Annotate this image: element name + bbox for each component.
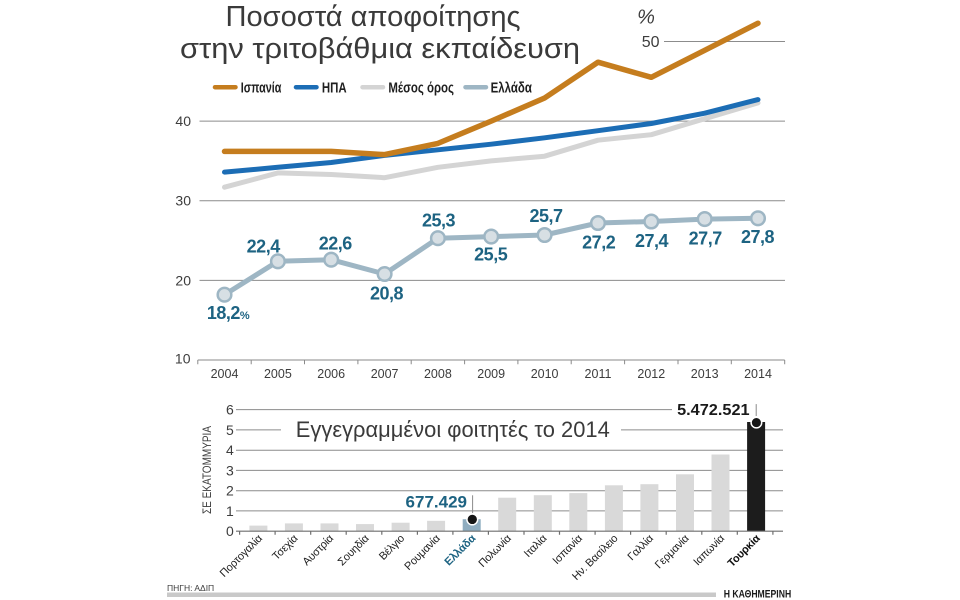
svg-text:6: 6 (226, 402, 234, 418)
svg-text:10: 10 (175, 351, 191, 367)
svg-text:Η ΚΑΘΗΜΕΡΙΝΗ: Η ΚΑΘΗΜΕΡΙΝΗ (724, 589, 792, 600)
svg-text:2011: 2011 (585, 367, 612, 381)
svg-text:40: 40 (175, 113, 191, 129)
svg-text:22,4: 22,4 (247, 236, 281, 256)
svg-text:ΗΠΑ: ΗΠΑ (322, 80, 347, 97)
svg-text:ΣΕ ΕΚΑΤΟΜΜΥΡΙΑ: ΣΕ ΕΚΑΤΟΜΜΥΡΙΑ (202, 426, 214, 514)
svg-text:27,8: 27,8 (741, 227, 775, 247)
svg-text:3: 3 (226, 462, 234, 478)
svg-text:2007: 2007 (371, 367, 399, 381)
svg-text:25,3: 25,3 (422, 211, 456, 231)
svg-text:2010: 2010 (531, 367, 559, 381)
svg-text:5.472.521: 5.472.521 (677, 402, 750, 419)
svg-text:18,2%: 18,2% (207, 303, 250, 323)
svg-text:2012: 2012 (637, 367, 665, 381)
svg-text:2006: 2006 (317, 367, 345, 381)
svg-text:Μέσος όρος: Μέσος όρος (388, 80, 454, 97)
svg-text:2008: 2008 (424, 367, 452, 381)
svg-text:677.429: 677.429 (406, 492, 467, 511)
svg-text:50: 50 (642, 34, 660, 51)
svg-text:Ελλάδα: Ελλάδα (491, 80, 533, 97)
svg-text:27,2: 27,2 (582, 232, 616, 252)
svg-text:Ποσοστά αποφοίτησης: Ποσοστά αποφοίτησης (226, 1, 521, 33)
svg-text:0: 0 (226, 523, 234, 539)
svg-text:20,8: 20,8 (370, 284, 404, 304)
svg-text:2: 2 (226, 483, 234, 499)
svg-text:%: % (637, 7, 655, 29)
svg-text:στην τριτοβάθμια εκπαίδευση: στην τριτοβάθμια εκπαίδευση (180, 33, 580, 65)
svg-text:25,7: 25,7 (529, 206, 563, 226)
svg-text:5: 5 (226, 422, 234, 438)
svg-text:Ισπανία: Ισπανία (241, 80, 282, 97)
svg-text:25,5: 25,5 (474, 244, 508, 264)
svg-text:22,6: 22,6 (319, 233, 353, 253)
svg-text:2014: 2014 (744, 367, 772, 381)
svg-text:27,7: 27,7 (689, 228, 723, 248)
svg-text:4: 4 (226, 442, 234, 458)
svg-text:20: 20 (175, 272, 191, 288)
svg-text:30: 30 (175, 193, 191, 209)
svg-text:1: 1 (226, 503, 234, 519)
svg-text:27,4: 27,4 (635, 231, 669, 251)
svg-text:ΠΗΓΗ: ΑΔΙΠ: ΠΗΓΗ: ΑΔΙΠ (167, 583, 214, 593)
svg-text:Εγγεγραμμένοι φοιτητές το 2014: Εγγεγραμμένοι φοιτητές το 2014 (296, 417, 610, 442)
svg-text:2005: 2005 (264, 367, 292, 381)
svg-text:2013: 2013 (691, 367, 719, 381)
svg-text:2004: 2004 (211, 367, 239, 381)
svg-text:2009: 2009 (477, 367, 505, 381)
